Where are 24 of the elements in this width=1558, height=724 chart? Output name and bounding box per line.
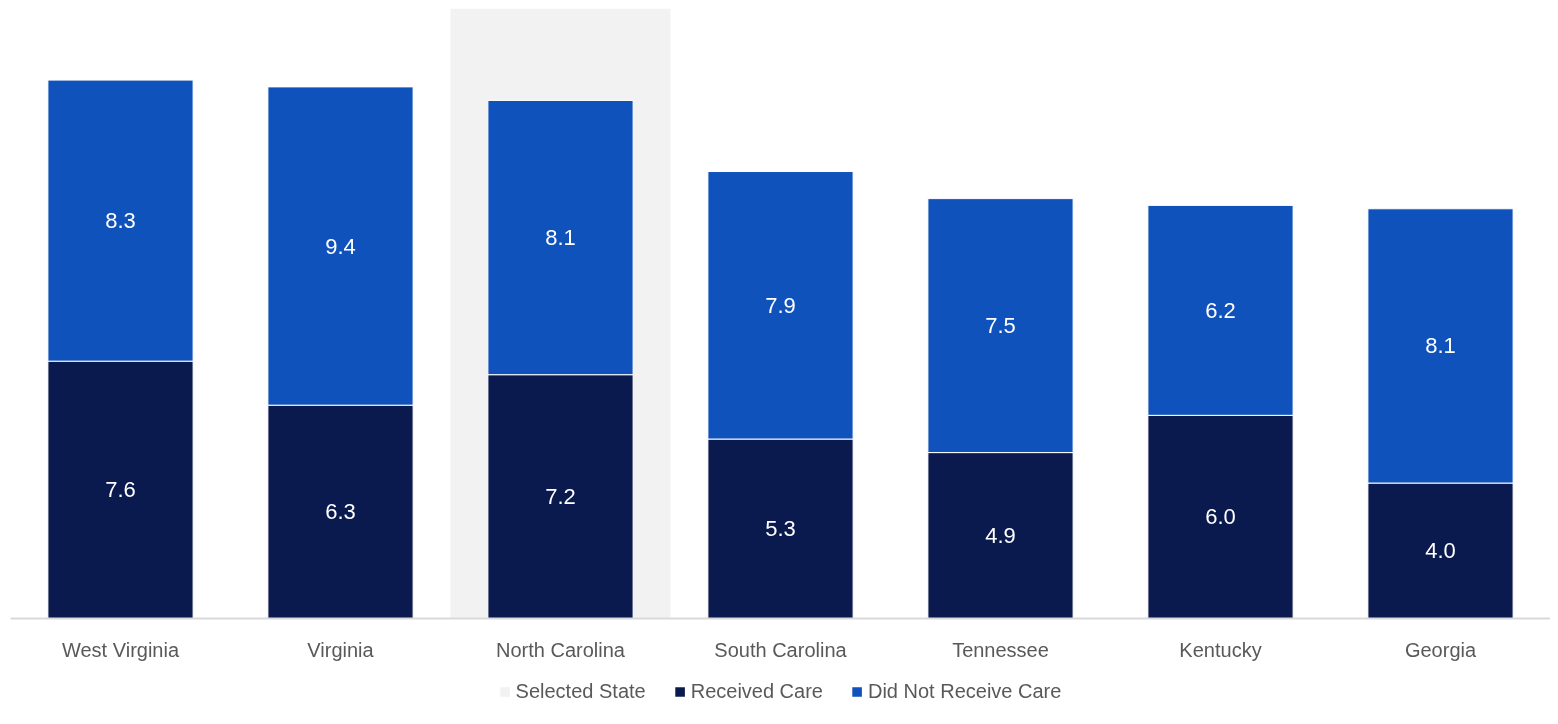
x-tick-label: Virginia (307, 638, 375, 661)
data-label: 7.2 (545, 484, 576, 510)
data-label: 8.1 (545, 225, 576, 251)
legend-label: Received Care (690, 679, 823, 703)
data-label: 8.1 (1425, 333, 1456, 359)
data-label: 6.2 (1205, 297, 1236, 323)
data-label: 7.6 (105, 477, 136, 503)
data-label: 9.4 (325, 233, 356, 259)
data-label: 7.5 (985, 313, 1016, 339)
data-label: 6.0 (1205, 504, 1236, 530)
data-label: 8.3 (105, 208, 136, 234)
data-label: 4.9 (985, 523, 1016, 549)
x-tick-label: West Virginia (61, 638, 180, 661)
x-tick-label: South Carolina (714, 638, 848, 661)
x-tick-label: Kentucky (1179, 638, 1262, 661)
data-label: 4.0 (1425, 538, 1456, 564)
legend-label: Selected State (515, 679, 646, 703)
legend-label: Did Not Receive Care (867, 679, 1062, 703)
x-tick-label: North Carolina (496, 638, 626, 661)
x-tick-label: Georgia (1404, 638, 1477, 661)
x-tick-label: Tennessee (952, 638, 1049, 661)
data-label: 6.3 (325, 499, 356, 525)
data-label: 7.9 (765, 292, 796, 318)
data-label: 5.3 (765, 516, 796, 542)
